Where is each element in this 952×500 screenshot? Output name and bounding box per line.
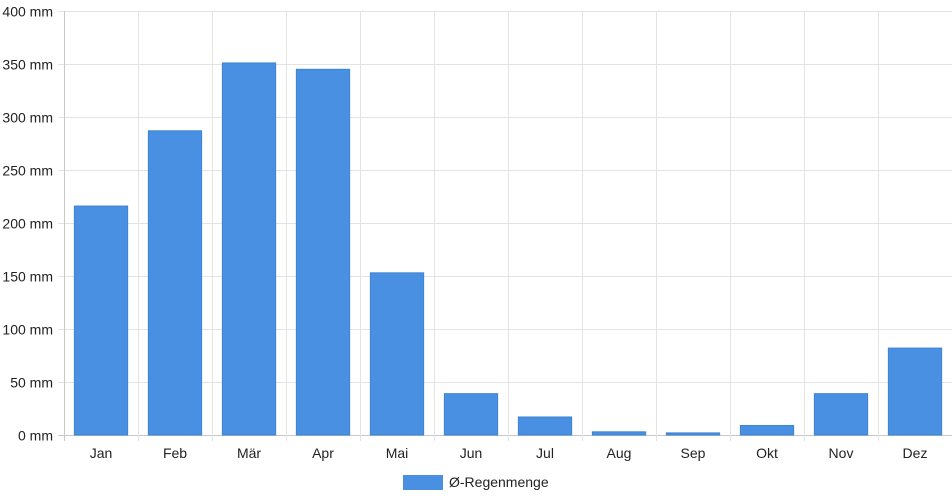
y-tick-label: 0 mm [18,428,53,444]
bar-feb[interactable] [147,130,203,436]
x-tick-label: Nov [829,445,854,461]
y-tick-label: 400 mm [2,4,53,20]
y-tick-label: 350 mm [2,57,53,73]
x-tick-label: Jul [536,445,554,461]
y-tick-label: 200 mm [2,216,53,232]
y-tick-label: 300 mm [2,110,53,126]
x-tick-label: Apr [312,445,334,461]
grid-lines [58,11,952,441]
y-tick-label: 100 mm [2,322,53,338]
bars [73,62,943,436]
bar-mai[interactable] [369,272,425,436]
x-tick-label: Dez [903,445,928,461]
bar-jan[interactable] [73,205,129,436]
x-tick-label: Aug [607,445,632,461]
x-tick-label: Okt [756,445,778,461]
bar-apr[interactable] [295,68,351,436]
bar-jul[interactable] [517,416,573,436]
legend[interactable]: Ø-Regenmenge [403,474,549,490]
y-tick-label: 150 mm [2,269,53,285]
bar-aug[interactable] [591,431,647,436]
y-tick-label: 250 mm [2,163,53,179]
bar-sep[interactable] [665,432,721,436]
x-tick-label: Jun [460,445,483,461]
legend-label[interactable]: Ø-Regenmenge [449,474,549,490]
y-axis-tick-labels: 0 mm 50 mm 100 mm 150 mm 200 mm 250 mm 300 mm 3… [2,4,53,444]
x-axis-tick-labels: Jan Feb Mär Apr Mai Jun Jul Aug Sep Okt Nov Dez [90,445,928,461]
bar-dez[interactable] [887,347,943,436]
x-tick-label: Mär [237,445,261,461]
x-tick-label: Mai [386,445,409,461]
x-tick-label: Feb [163,445,187,461]
bar-nov[interactable] [813,393,869,436]
legend-swatch[interactable] [403,475,443,490]
bar-mär[interactable] [221,62,277,436]
x-tick-label: Sep [681,445,706,461]
y-tick-label: 50 mm [10,375,53,391]
bar-okt[interactable] [739,424,795,436]
bar-jun[interactable] [443,393,499,436]
x-tick-label: Jan [90,445,113,461]
